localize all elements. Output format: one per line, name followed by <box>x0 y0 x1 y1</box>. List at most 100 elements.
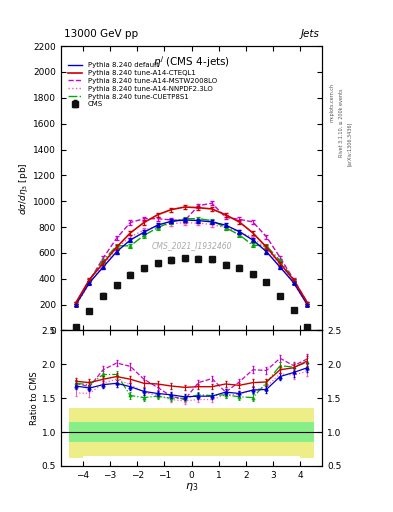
Pythia 8.240 tune-CUETP8S1 <box>209 218 214 224</box>
Pythia 8.240 tune-A14-MSTW2008LO <box>305 300 310 306</box>
Pythia 8.240 tune-A14-NNPDF2.3LO <box>128 233 133 240</box>
Pythia 8.240 tune-A14-NNPDF2.3LO <box>155 223 160 229</box>
Pythia 8.240 tune-CUETP8S1 <box>291 277 296 283</box>
Pythia 8.240 tune-A14-CTEQL1 <box>182 204 187 210</box>
Pythia 8.240 tune-A14-NNPDF2.3LO <box>291 280 296 286</box>
Pythia 8.240 default <box>73 302 78 308</box>
Text: CMS_2021_I1932460: CMS_2021_I1932460 <box>151 241 232 250</box>
Pythia 8.240 tune-A14-NNPDF2.3LO <box>141 227 146 233</box>
Pythia 8.240 tune-CUETP8S1 <box>278 258 283 264</box>
Pythia 8.240 tune-A14-CTEQL1 <box>155 212 160 218</box>
Pythia 8.240 tune-A14-NNPDF2.3LO <box>237 228 242 234</box>
Pythia 8.240 tune-CUETP8S1 <box>87 277 92 283</box>
Pythia 8.240 default <box>250 237 255 243</box>
Pythia 8.240 default <box>87 280 92 286</box>
Pythia 8.240 tune-A14-NNPDF2.3LO <box>169 221 174 227</box>
Text: $\eta^j$ (CMS 4-jets): $\eta^j$ (CMS 4-jets) <box>153 55 230 71</box>
Pythia 8.240 tune-A14-CTEQL1 <box>73 300 78 306</box>
Pythia 8.240 tune-A14-CTEQL1 <box>237 219 242 225</box>
Text: [arXiv:1306.3436]: [arXiv:1306.3436] <box>347 121 352 165</box>
Pythia 8.240 default <box>114 248 119 254</box>
Pythia 8.240 tune-A14-CTEQL1 <box>114 244 119 250</box>
Line: Pythia 8.240 tune-A14-NNPDF2.3LO: Pythia 8.240 tune-A14-NNPDF2.3LO <box>76 223 307 305</box>
Pythia 8.240 default <box>209 219 214 225</box>
Pythia 8.240 tune-A14-MSTW2008LO <box>250 219 255 225</box>
Pythia 8.240 default <box>291 280 296 286</box>
Line: Pythia 8.240 tune-A14-CTEQL1: Pythia 8.240 tune-A14-CTEQL1 <box>76 207 307 303</box>
Y-axis label: Ratio to CMS: Ratio to CMS <box>30 371 39 425</box>
Pythia 8.240 tune-A14-MSTW2008LO <box>278 254 283 261</box>
Text: mcplots.cern.ch: mcplots.cern.ch <box>329 83 334 122</box>
Pythia 8.240 tune-A14-NNPDF2.3LO <box>278 262 283 268</box>
Pythia 8.240 tune-CUETP8S1 <box>114 243 119 249</box>
Pythia 8.240 default <box>305 302 310 308</box>
Pythia 8.240 tune-A14-MSTW2008LO <box>87 278 92 284</box>
Pythia 8.240 tune-A14-NNPDF2.3LO <box>223 225 228 231</box>
Pythia 8.240 tune-A14-MSTW2008LO <box>128 220 133 226</box>
Pythia 8.240 tune-A14-NNPDF2.3LO <box>101 262 105 268</box>
Pythia 8.240 tune-CUETP8S1 <box>169 219 174 225</box>
Pythia 8.240 default <box>264 248 269 254</box>
Pythia 8.240 tune-A14-NNPDF2.3LO <box>73 302 78 308</box>
Pythia 8.240 default <box>128 237 133 243</box>
Pythia 8.240 tune-A14-CTEQL1 <box>196 205 201 211</box>
Pythia 8.240 tune-CUETP8S1 <box>182 216 187 222</box>
Pythia 8.240 tune-A14-CTEQL1 <box>223 212 228 218</box>
Line: Pythia 8.240 tune-A14-MSTW2008LO: Pythia 8.240 tune-A14-MSTW2008LO <box>76 203 307 303</box>
Pythia 8.240 tune-A14-MSTW2008LO <box>155 216 160 222</box>
Pythia 8.240 default <box>237 228 242 234</box>
Text: Jets: Jets <box>301 29 320 39</box>
Pythia 8.240 tune-A14-CTEQL1 <box>264 244 269 250</box>
Pythia 8.240 tune-A14-MSTW2008LO <box>141 216 146 222</box>
Pythia 8.240 tune-A14-MSTW2008LO <box>101 255 105 261</box>
Text: 13000 GeV pp: 13000 GeV pp <box>64 29 138 39</box>
Y-axis label: $d\sigma/d\eta_3$ [pb]: $d\sigma/d\eta_3$ [pb] <box>17 162 30 215</box>
Pythia 8.240 tune-A14-MSTW2008LO <box>196 203 201 209</box>
Pythia 8.240 default <box>223 222 228 228</box>
Pythia 8.240 default <box>169 218 174 224</box>
Pythia 8.240 tune-A14-CTEQL1 <box>101 260 105 266</box>
Pythia 8.240 tune-CUETP8S1 <box>73 300 78 306</box>
Pythia 8.240 tune-A14-CTEQL1 <box>278 260 283 266</box>
Pythia 8.240 tune-CUETP8S1 <box>196 216 201 222</box>
Pythia 8.240 tune-A14-CTEQL1 <box>87 276 92 283</box>
Pythia 8.240 tune-A14-CTEQL1 <box>128 230 133 236</box>
Legend: Pythia 8.240 default, Pythia 8.240 tune-A14-CTEQL1, Pythia 8.240 tune-A14-MSTW20: Pythia 8.240 default, Pythia 8.240 tune-… <box>67 61 219 109</box>
Pythia 8.240 tune-CUETP8S1 <box>155 225 160 231</box>
Pythia 8.240 tune-A14-MSTW2008LO <box>182 218 187 224</box>
Pythia 8.240 tune-A14-NNPDF2.3LO <box>305 302 310 308</box>
Pythia 8.240 default <box>141 229 146 236</box>
Pythia 8.240 tune-A14-MSTW2008LO <box>114 235 119 241</box>
Pythia 8.240 tune-CUETP8S1 <box>264 243 269 249</box>
Pythia 8.240 tune-A14-NNPDF2.3LO <box>250 235 255 241</box>
Pythia 8.240 tune-CUETP8S1 <box>101 258 105 264</box>
Pythia 8.240 tune-A14-MSTW2008LO <box>209 200 214 206</box>
Pythia 8.240 tune-A14-NNPDF2.3LO <box>87 280 92 286</box>
Pythia 8.240 default <box>196 218 201 224</box>
Pythia 8.240 tune-A14-MSTW2008LO <box>223 215 228 221</box>
Pythia 8.240 tune-A14-MSTW2008LO <box>237 216 242 222</box>
Pythia 8.240 tune-CUETP8S1 <box>305 300 310 306</box>
Pythia 8.240 tune-A14-NNPDF2.3LO <box>196 220 201 226</box>
Pythia 8.240 tune-A14-CTEQL1 <box>169 206 174 212</box>
Pythia 8.240 tune-A14-MSTW2008LO <box>169 217 174 223</box>
Pythia 8.240 tune-A14-NNPDF2.3LO <box>209 221 214 227</box>
Pythia 8.240 tune-A14-CTEQL1 <box>305 300 310 306</box>
X-axis label: $\eta_3$: $\eta_3$ <box>185 481 198 493</box>
Pythia 8.240 default <box>278 264 283 270</box>
Pythia 8.240 default <box>101 264 105 270</box>
Pythia 8.240 tune-A14-MSTW2008LO <box>264 233 269 240</box>
Pythia 8.240 tune-A14-MSTW2008LO <box>73 300 78 306</box>
Pythia 8.240 tune-CUETP8S1 <box>237 232 242 238</box>
Pythia 8.240 tune-CUETP8S1 <box>141 232 146 239</box>
Pythia 8.240 tune-CUETP8S1 <box>250 242 255 248</box>
Text: Rivet 3.1.10, ≥ 200k events: Rivet 3.1.10, ≥ 200k events <box>339 89 344 157</box>
Pythia 8.240 tune-CUETP8S1 <box>223 225 228 231</box>
Pythia 8.240 tune-A14-MSTW2008LO <box>291 276 296 283</box>
Pythia 8.240 default <box>155 222 160 228</box>
Pythia 8.240 tune-A14-NNPDF2.3LO <box>114 245 119 251</box>
Pythia 8.240 tune-A14-CTEQL1 <box>209 206 214 212</box>
Pythia 8.240 tune-A14-CTEQL1 <box>141 220 146 226</box>
Pythia 8.240 tune-A14-CTEQL1 <box>291 277 296 283</box>
Pythia 8.240 tune-CUETP8S1 <box>128 243 133 249</box>
